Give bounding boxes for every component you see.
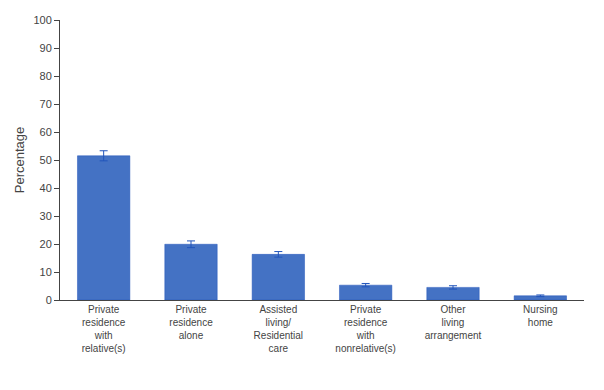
svg-text:100: 100 <box>33 14 51 26</box>
svg-text:Privateresidencealone: Privateresidencealone <box>169 304 213 341</box>
svg-text:60: 60 <box>40 126 52 138</box>
svg-text:40: 40 <box>40 182 52 194</box>
svg-text:Assistedliving/Residentialcare: Assistedliving/Residentialcare <box>254 304 303 354</box>
svg-text:Percentage: Percentage <box>12 127 27 194</box>
svg-text:0: 0 <box>46 294 52 306</box>
svg-text:80: 80 <box>40 70 52 82</box>
svg-text:Nursinghome: Nursinghome <box>523 304 557 328</box>
svg-text:20: 20 <box>40 238 52 250</box>
svg-text:Privateresidencewithrelative(s: Privateresidencewithrelative(s) <box>82 304 126 354</box>
svg-text:Privateresidencewithnonrelativ: Privateresidencewithnonrelative(s) <box>335 304 396 354</box>
svg-text:Otherlivingarrangement: Otherlivingarrangement <box>425 304 482 341</box>
svg-text:50: 50 <box>40 154 52 166</box>
svg-text:30: 30 <box>40 210 52 222</box>
svg-text:90: 90 <box>40 42 52 54</box>
svg-text:10: 10 <box>40 266 52 278</box>
svg-text:70: 70 <box>40 98 52 110</box>
